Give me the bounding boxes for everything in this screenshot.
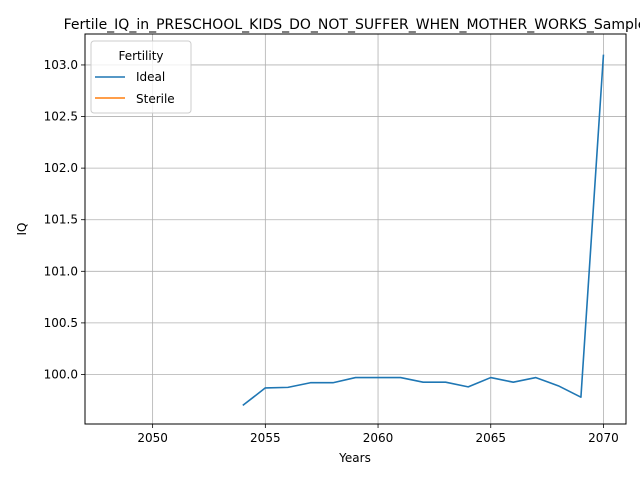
legend-box bbox=[90, 40, 192, 114]
legend: Fertility Ideal Sterile bbox=[90, 40, 192, 114]
x-tick-label: 2065 bbox=[475, 431, 506, 445]
x-tick-label: 2055 bbox=[250, 431, 281, 445]
legend-title: Fertility bbox=[118, 49, 163, 63]
y-axis-ticks: 100.0 100.5 101.0 101.5 102.0 102.5 103.0 bbox=[44, 58, 85, 381]
y-tick-label: 102.5 bbox=[44, 110, 78, 124]
y-tick-label: 101.5 bbox=[44, 213, 78, 227]
x-tick-label: 2070 bbox=[588, 431, 619, 445]
legend-label-ideal: Ideal bbox=[136, 70, 165, 84]
x-axis-ticks: 2050 2055 2060 2065 2070 bbox=[137, 424, 619, 445]
x-tick-label: 2050 bbox=[137, 431, 168, 445]
series-line-ideal bbox=[242, 54, 605, 407]
series-lines bbox=[242, 54, 605, 407]
x-tick-label: 2060 bbox=[363, 431, 394, 445]
y-tick-label: 100.5 bbox=[44, 316, 78, 330]
chart-title: Fertile_IQ_in_PRESCHOOL_KIDS_DO_NOT_SUFF… bbox=[64, 17, 640, 33]
y-tick-label: 101.0 bbox=[44, 264, 78, 278]
y-tick-label: 100.0 bbox=[44, 367, 78, 381]
y-tick-label: 103.0 bbox=[44, 58, 78, 72]
grid-lines bbox=[85, 34, 626, 424]
x-axis-label: Years bbox=[338, 451, 371, 465]
legend-label-sterile: Sterile bbox=[136, 92, 175, 106]
y-axis-label: IQ bbox=[15, 223, 29, 236]
y-tick-label: 102.0 bbox=[44, 161, 78, 175]
plot-frame bbox=[84, 33, 627, 425]
